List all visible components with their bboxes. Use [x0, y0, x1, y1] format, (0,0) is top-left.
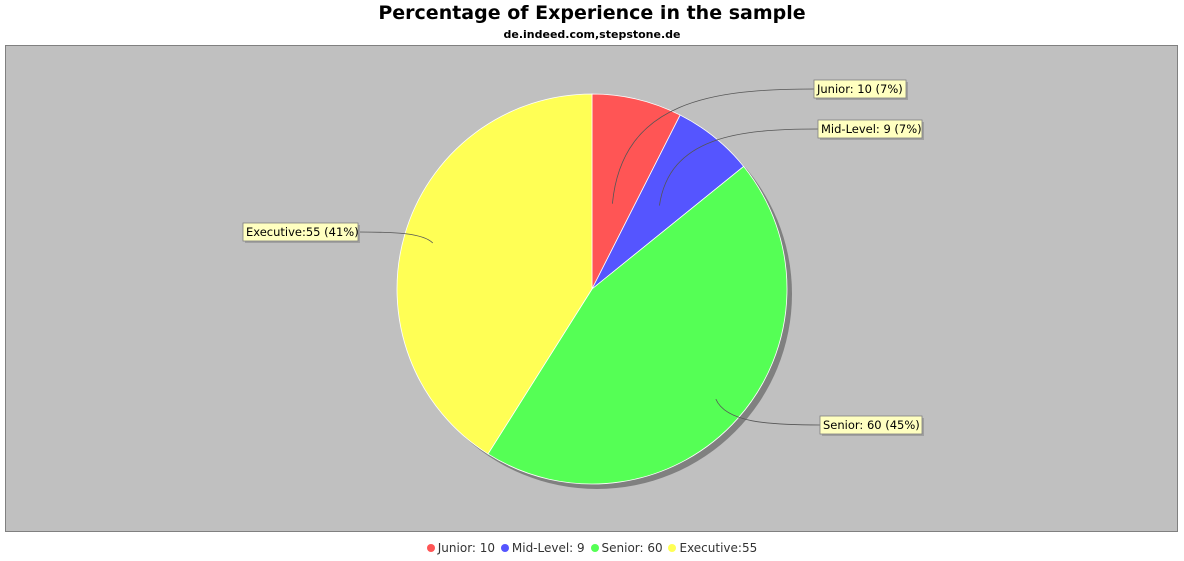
label-box-mid-level [817, 119, 923, 139]
pie-slice-executive [396, 93, 593, 455]
pie-slice-senior [487, 165, 788, 485]
leader-line-executive [357, 231, 434, 244]
legend-item-junior: Junior: 10 [426, 541, 496, 555]
legend-swatch-executive [668, 544, 677, 552]
legend-item-executive: Executive:55 [668, 541, 757, 555]
legend-label-junior: Junior: 10 [437, 541, 496, 555]
slice-label-mid-level: Mid-Level: 9 (7%) [821, 122, 922, 136]
legend-item-senior: Senior: 60 [590, 541, 663, 555]
slice-label-junior: Junior: 10 (7%) [816, 82, 903, 96]
legend-label-executive: Executive:55 [679, 541, 758, 555]
legend-swatch-mid-level [500, 544, 509, 552]
chart-subtitle: de.indeed.com,stepstone.de [503, 28, 681, 41]
legend-item-mid-level: Mid-Level: 9 [500, 541, 585, 555]
chart-title: Percentage of Experience in the sample [378, 2, 806, 24]
leader-line-senior [715, 398, 821, 426]
label-box-junior [813, 79, 907, 99]
leader-line-junior [611, 88, 815, 204]
label-box-senior [819, 415, 923, 435]
label-box-executive [242, 222, 359, 242]
slice-label-senior: Senior: 60 (45%) [823, 418, 920, 432]
legend-label-mid-level: Mid-Level: 9 [511, 541, 585, 555]
slice-label-executive: Executive:55 (41%) [246, 225, 359, 239]
legend-swatch-junior [426, 544, 435, 552]
chart-legend: Junior: 10 Mid-Level: 9 Senior: 60 Execu… [0, 541, 1184, 555]
legend-label-senior: Senior: 60 [601, 541, 663, 555]
leader-line-mid-level [659, 128, 819, 206]
legend-swatch-senior [590, 544, 599, 552]
